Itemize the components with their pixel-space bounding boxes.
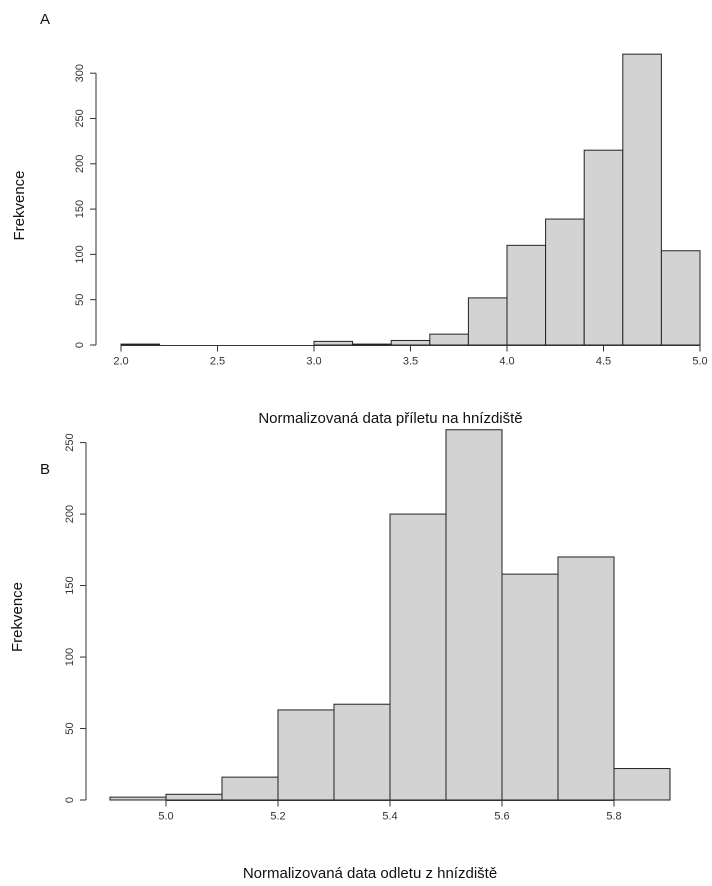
bar	[389, 513, 447, 801]
x-tick-label: 5.0	[158, 810, 173, 822]
bar	[313, 340, 354, 346]
y-tick-label: 150	[74, 200, 86, 218]
bar	[333, 703, 391, 801]
y-tick-label: 200	[74, 155, 86, 173]
y-axis-title: Frekvence	[9, 582, 26, 652]
x-tick-label: 5.2	[270, 810, 285, 822]
y-tick-label: 100	[64, 648, 76, 666]
bar	[583, 149, 624, 346]
x-tick-label: 2.5	[210, 355, 225, 367]
x-tick-label: 5.0	[692, 355, 707, 367]
panel-label: B	[40, 461, 50, 478]
bar	[557, 556, 615, 801]
x-tick-label: 5.6	[494, 810, 509, 822]
bar	[429, 333, 469, 346]
y-tick-label: 0	[74, 342, 86, 348]
y-tick-label: 150	[64, 576, 76, 594]
x-tick-label: 4.5	[596, 355, 611, 367]
x-tick-label: 4.0	[499, 355, 514, 367]
bar	[390, 339, 431, 346]
y-axis-title: Frekvence	[11, 170, 28, 240]
bar	[109, 796, 167, 801]
bar	[445, 429, 503, 801]
y-tick-label: 250	[64, 433, 76, 451]
bar	[221, 776, 279, 801]
bar	[506, 244, 547, 346]
x-axis-title: Normalizovaná data odletu z hnízdiště	[243, 865, 497, 881]
bar	[613, 768, 671, 801]
y-tick-label: 200	[64, 505, 76, 523]
bar	[660, 250, 701, 346]
panel-label: A	[40, 11, 50, 28]
bar	[467, 297, 508, 346]
y-tick-label: 50	[74, 294, 86, 306]
y-tick-label: 0	[64, 797, 76, 803]
bar	[622, 53, 662, 346]
bar	[501, 573, 559, 801]
y-tick-label: 50	[64, 722, 76, 734]
x-tick-label: 3.5	[403, 355, 418, 367]
x-tick-label: 2.0	[113, 355, 128, 367]
bar	[545, 218, 585, 346]
x-tick-label: 5.8	[606, 810, 621, 822]
bar	[165, 793, 223, 801]
y-tick-label: 300	[74, 64, 86, 82]
x-tick-label: 3.0	[306, 355, 321, 367]
bar	[277, 709, 335, 801]
bar	[120, 343, 161, 346]
bar	[352, 343, 392, 346]
y-tick-label: 100	[74, 245, 86, 263]
y-tick-label: 250	[74, 109, 86, 127]
x-tick-label: 5.4	[382, 810, 397, 822]
x-axis-title: Normalizovaná data příletu na hnízdiště	[258, 410, 522, 427]
